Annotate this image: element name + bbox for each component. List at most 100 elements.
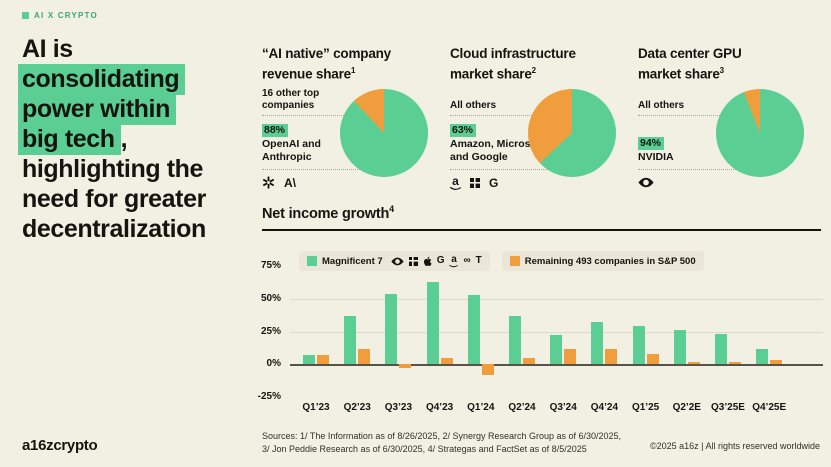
pie-title: Data center GPU market share3 [638,46,742,82]
bar-magnificent7 [385,293,398,365]
footnote-marker: 3 [719,66,724,75]
bar-sp500-remaining [729,361,741,365]
x-axis-label: Q2’2E [672,402,701,413]
brand-tag: AI X CRYPTO [22,11,98,20]
headline-line: big tech, [18,124,262,155]
x-axis-label: Q4’23 [425,402,454,413]
x-axis-label: Q2’24 [508,402,536,413]
tag-square-icon [22,12,29,19]
x-axis-label: Q1’23 [302,402,330,413]
bar-chart-title: Net income growth4 [262,204,394,222]
x-axis: Q1’23 Q2’23 Q3’23 Q4’23 Q1’24 Q2’24 Q3’24 Q4’24… [290,402,823,414]
title-rule [262,229,821,231]
bar-magnificent7 [550,335,563,365]
nvidia-icon [638,177,654,188]
pie-chart-cloud [528,89,616,177]
pie-percent-badge: 94% [638,136,665,150]
zero-axis-line [290,364,823,366]
headline-line: decentralization [22,215,206,243]
bar-sp500-remaining [440,357,453,365]
x-axis-label: Q4’25E [752,402,787,413]
headline-line: highlighting the [22,155,204,183]
headline-line: need for greater [22,185,206,213]
pie-chart-gpu [716,89,804,177]
y-axis-label: 25% [260,325,281,337]
dotted-divider [450,169,568,170]
legend-item-magnificent7: Magnificent 7 G a ∞ T [299,251,490,271]
legend-icon-row: G a ∞ T [391,254,482,267]
bar-magnificent7 [756,348,769,365]
legend-label: Remaining 493 companies in S&P 500 [524,255,696,267]
pie-winner-label: OpenAI and Anthropic [262,138,321,163]
google-icon: G [489,175,499,190]
amazon-icon: a [450,173,461,190]
pie-icon-row [638,175,756,190]
x-axis-label: Q4’24 [590,402,619,413]
pie-icon-row: A\ [262,175,380,190]
page-title: AI is consolidating power within big tec… [18,34,262,244]
pie-other-label: All others [450,99,497,111]
bar-plot-area [290,266,823,397]
dotted-divider [262,115,380,116]
headline-highlight: power within [18,94,176,125]
tesla-icon: T [475,255,482,266]
dotted-divider [450,115,568,116]
gridline [290,298,823,300]
sources-line: 3/ Jon Peddie Research as of 6/30/2025, … [262,443,587,454]
pie-labels: All others 94% NVIDIA [638,87,756,190]
tag-label: AI X CRYPTO [34,11,98,20]
headline-line: power within [18,94,262,125]
legend-label: Magnificent 7 [322,255,383,267]
x-axis-label: Q3’23 [384,402,413,413]
dotted-divider [638,169,756,170]
headline-line: consolidating [18,64,262,95]
legend-item-sp500-remaining: Remaining 493 companies in S&P 500 [501,251,704,271]
apple-icon [423,256,432,267]
pie-title: “AI native” company revenue share1 [262,46,391,82]
sources-line: Sources: 1/ The Information as of 8/26/2… [262,431,622,441]
x-axis-label: Q1’25 [631,402,660,413]
bar-sp500-remaining [399,364,412,369]
pie-icon-row: a G [450,175,568,190]
chart-legend: Magnificent 7 G a ∞ T Remaining 493 comp… [299,251,704,271]
pie-main-label: 88% OpenAI and Anthropic [262,116,380,165]
sources-note: Sources: 1/ The Information as of 8/26/2… [262,430,621,455]
bar-sp500-remaining [523,357,535,365]
y-axis-label: -25% [257,391,281,402]
bar-sp500-remaining [358,348,371,365]
x-axis-label: Q2’23 [343,402,371,413]
pie-main-label: 94% NVIDIA [638,116,756,165]
bar-magnificent7 [344,315,357,365]
pie-panel-gpu-market: Data center GPU market share3 All others … [638,45,804,195]
meta-icon: ∞ [463,255,471,266]
headline-highlight: big tech [18,124,121,155]
pie-percent-badge: 88% [262,124,289,137]
bar-magnificent7 [303,355,315,365]
bar-sp500-remaining [646,353,659,365]
anthropic-icon: A\ [284,175,296,190]
x-axis-label: Q3’25E [711,402,745,413]
y-axis-label: 75% [260,260,281,271]
pie-other-label: All others [638,99,685,111]
x-axis-label: Q3’24 [549,402,577,413]
bar-sp500-remaining [770,360,783,365]
footnote-marker: 2 [531,66,536,75]
microsoft-icon [408,256,418,266]
headline-line: AI is [22,35,73,63]
bar-magnificent7 [509,315,521,365]
dotted-divider [638,115,756,116]
y-axis-label: 0% [266,358,281,370]
bar-sp500-remaining [564,348,577,365]
pie-other-label: 16 other top companies [262,88,320,111]
pie-panel-ai-native-revenue: “AI native” company revenue share1 16 oth… [262,45,428,195]
headline-comma: , [120,125,128,153]
pie-labels: All others 63% Amazon, Microsoft, and Go… [450,87,568,190]
legend-swatch-orange [509,256,520,266]
google-icon: G [436,255,445,266]
pie-percent-badge: 63% [450,124,477,137]
legend-swatch-green [307,256,317,266]
footnote-marker: 4 [389,204,394,214]
bar-sp500-remaining [481,364,494,375]
a16zcrypto-logo: a16zcrypto [22,437,98,454]
